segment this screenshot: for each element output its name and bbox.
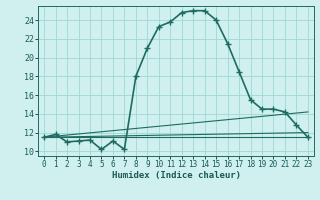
X-axis label: Humidex (Indice chaleur): Humidex (Indice chaleur)	[111, 171, 241, 180]
